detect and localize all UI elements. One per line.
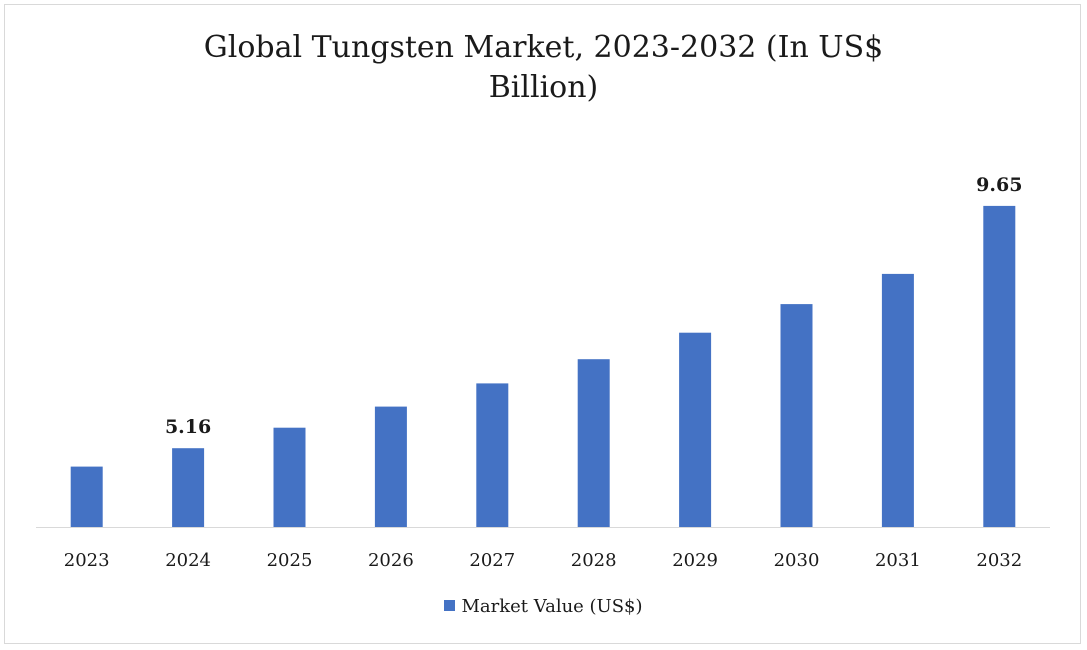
data-label-2032: 9.65 bbox=[976, 174, 1022, 196]
legend-label: Market Value (US$) bbox=[461, 596, 643, 617]
bar-2026 bbox=[374, 406, 407, 527]
bar-2023 bbox=[70, 466, 103, 527]
x-tick-label-2027: 2027 bbox=[469, 550, 515, 571]
x-tick-label-2029: 2029 bbox=[672, 550, 718, 571]
chart-title: Global Tungsten Market, 2023-2032 (In US… bbox=[0, 28, 1087, 108]
data-label-2024: 5.16 bbox=[165, 416, 211, 438]
bars-layer bbox=[70, 205, 1016, 527]
x-tick-label-2030: 2030 bbox=[774, 550, 820, 571]
x-tick-label-2023: 2023 bbox=[64, 550, 110, 571]
bar-2031 bbox=[881, 273, 914, 527]
bar-2032 bbox=[983, 205, 1016, 527]
legend-swatch bbox=[444, 599, 456, 611]
x-tick-label-2025: 2025 bbox=[267, 550, 313, 571]
bar-2029 bbox=[679, 332, 712, 527]
bar-2028 bbox=[577, 359, 610, 527]
x-tick-label-2031: 2031 bbox=[875, 550, 921, 571]
bar-2027 bbox=[476, 383, 509, 527]
bar-2024 bbox=[172, 448, 205, 527]
x-tick-label-2024: 2024 bbox=[165, 550, 211, 571]
x-tick-label-2026: 2026 bbox=[368, 550, 414, 571]
chart-title-line-2: Billion) bbox=[488, 70, 599, 105]
bar-2030 bbox=[780, 304, 813, 527]
chart-title-line-1: Global Tungsten Market, 2023-2032 (In US… bbox=[203, 30, 884, 65]
legend: Market Value (US$) bbox=[0, 596, 1087, 617]
data-labels: 5.16 9.65 bbox=[165, 174, 1022, 438]
bar-2025 bbox=[273, 427, 306, 527]
x-tick-label-2032: 2032 bbox=[976, 550, 1022, 571]
x-tick-labels: 2023 2024 2025 2026 2027 2028 2029 2030 2031 2032 bbox=[64, 550, 1022, 571]
x-tick-label-2028: 2028 bbox=[571, 550, 617, 571]
